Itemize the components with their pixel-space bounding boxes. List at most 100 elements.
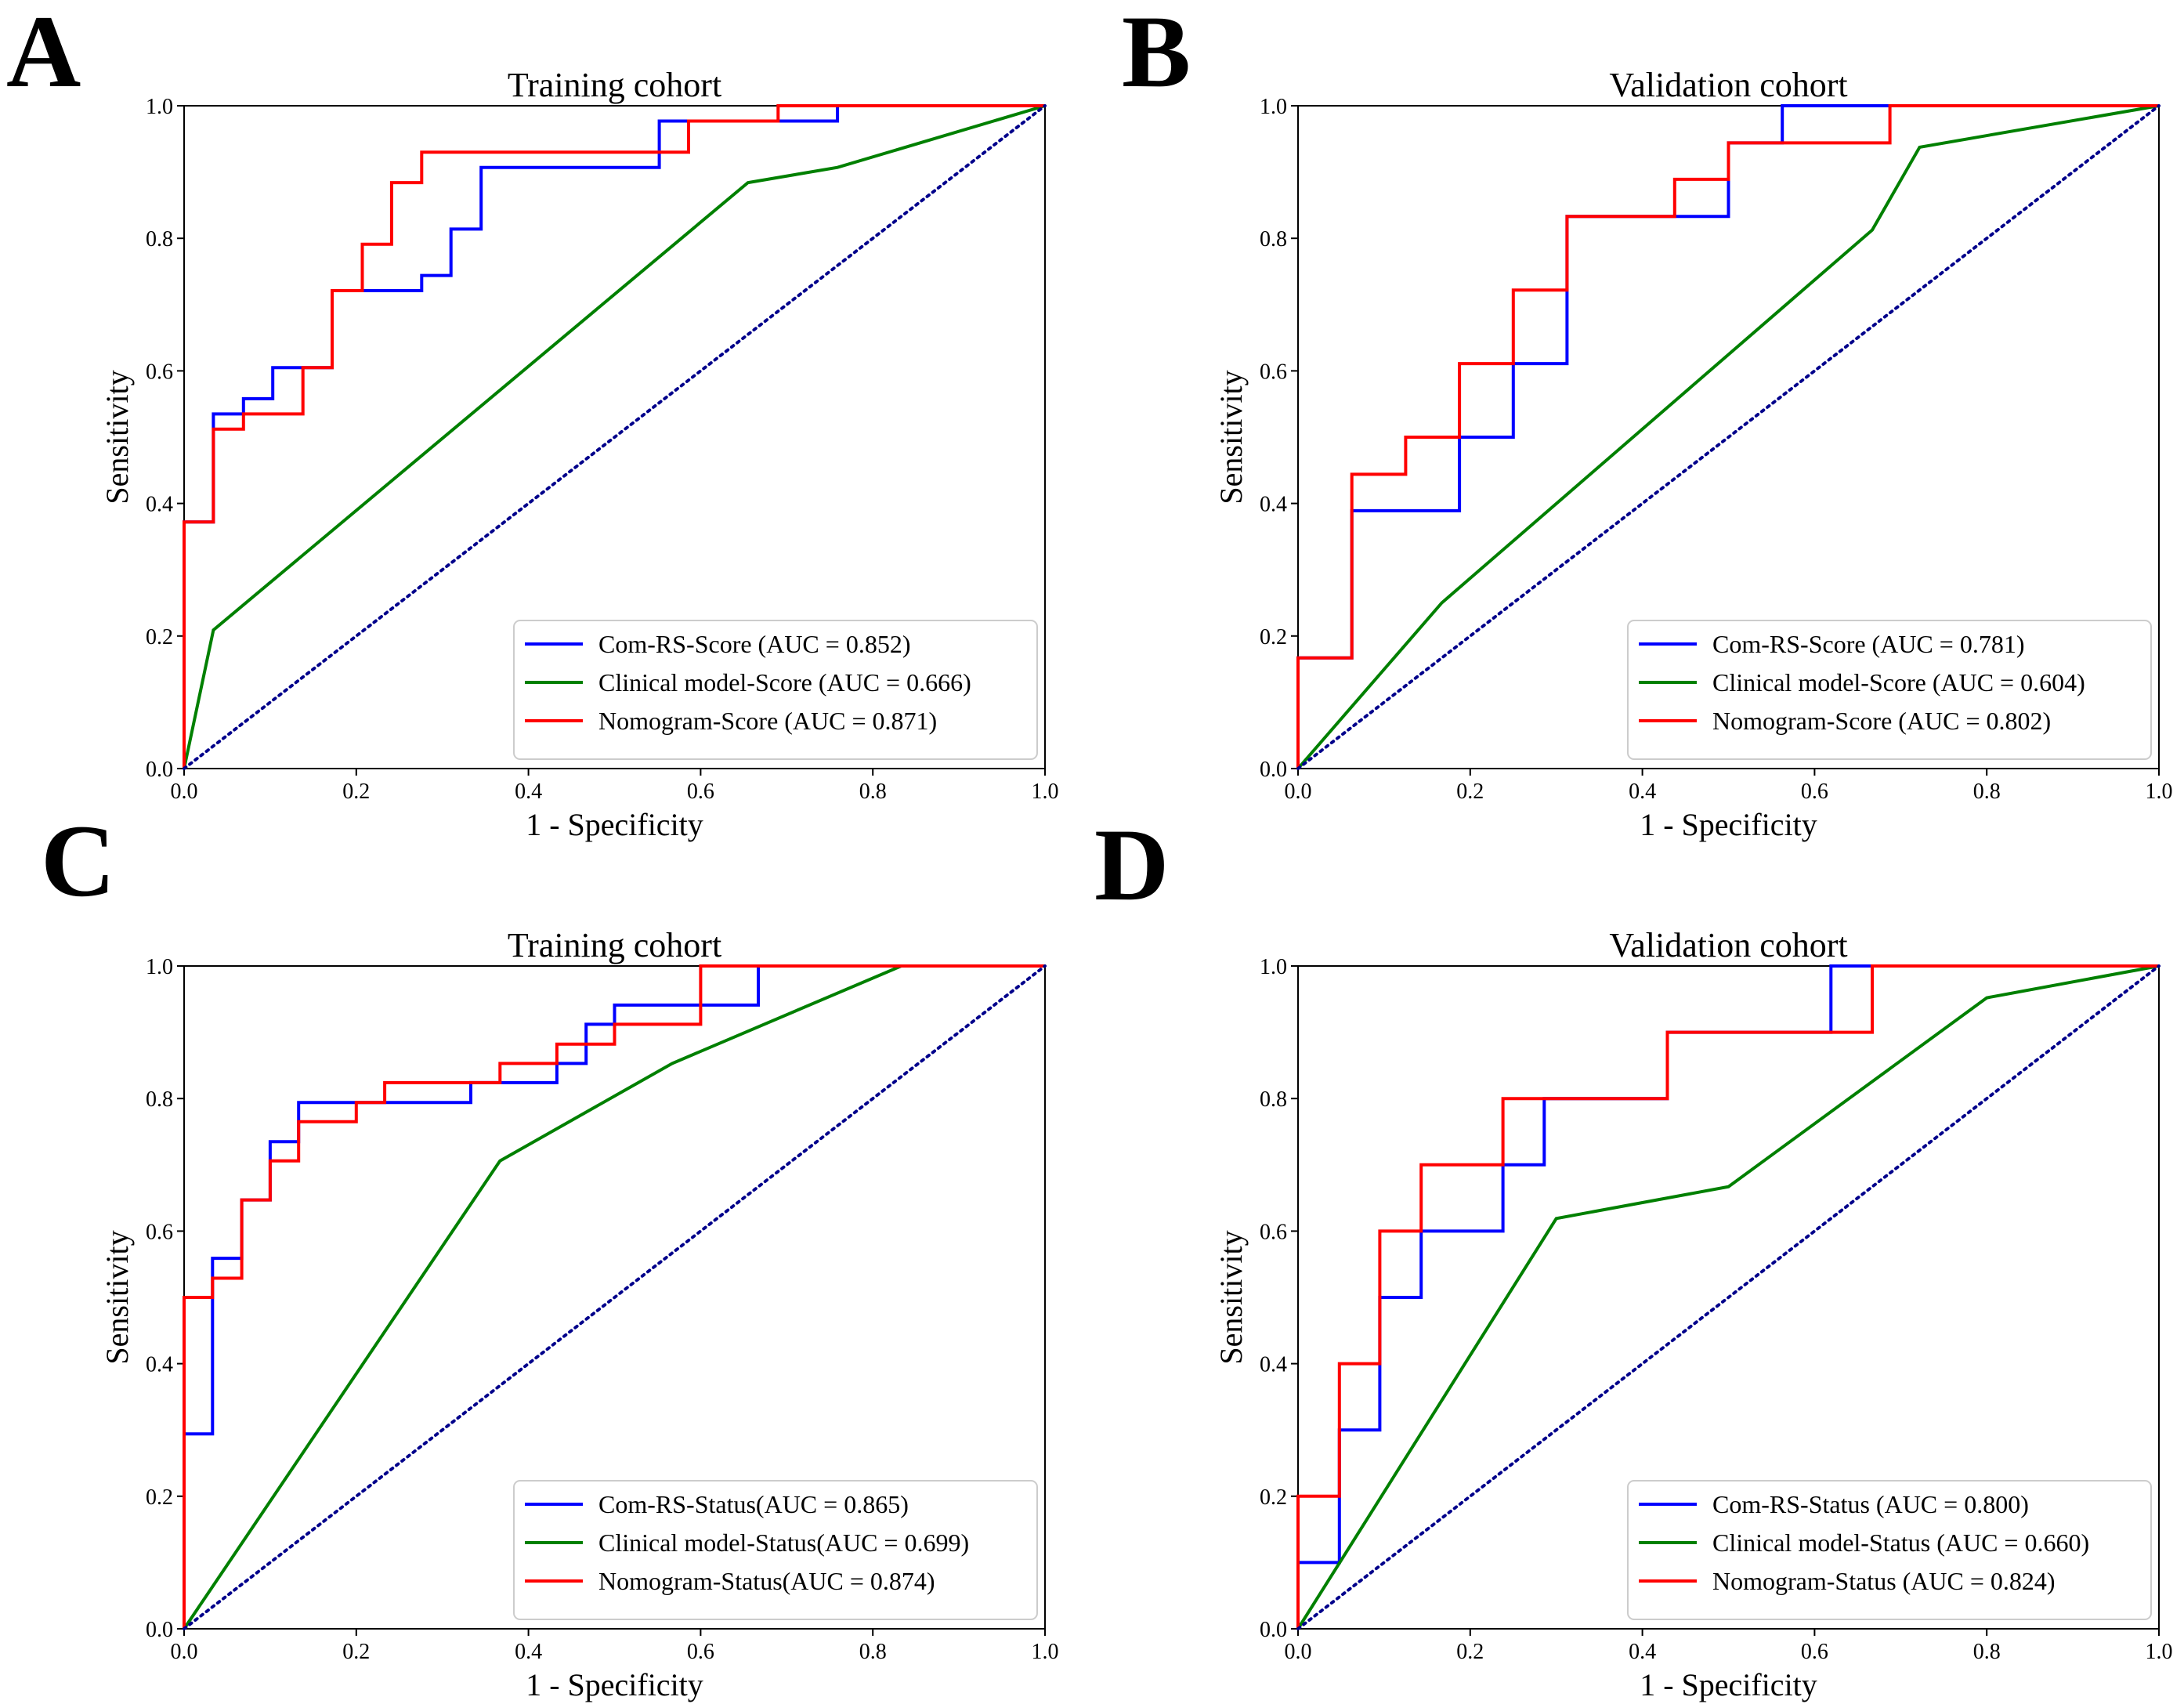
legend-entry: Nomogram-Score (AUC = 0.802) (1712, 707, 2051, 735)
chance-diagonal-line (1296, 104, 2160, 770)
plot-frame (183, 105, 1046, 769)
legend-entry: Clinical model-Score (AUC = 0.604) (1712, 668, 2085, 696)
x-axis-label: 1 - Specificity (526, 807, 703, 842)
x-tick-label: 0.2 (1456, 1640, 1484, 1664)
x-tick-label: 1.0 (1032, 780, 1059, 804)
panel-letter: A (6, 0, 81, 109)
legend-entry: Clinical model-Score (AUC = 0.666) (598, 668, 971, 696)
y-axis-label: Sensitivity (1213, 370, 1249, 504)
y-tick-label: 0.4 (1260, 1353, 1287, 1377)
y-tick-label: 0.8 (1260, 1087, 1287, 1112)
roc-curve-1 (183, 104, 1045, 769)
chart-title: Training cohort (508, 66, 721, 104)
panel-b: B Validation cohort 0.0 0.2 0.4 0.6 0.8 1.0 0.0 0… (1122, 0, 2173, 842)
legend-entry: Nomogram-Status (AUC = 0.824) (1712, 1567, 2056, 1595)
chance-diagonal-line (183, 964, 1047, 1630)
x-tick-label: 0.6 (1801, 780, 1828, 804)
x-tick-label: 0.8 (859, 1640, 887, 1664)
legend: Com-RS-Score (AUC = 0.852) Clinical model… (513, 620, 1038, 760)
y-tick-label: 0.8 (146, 1087, 173, 1112)
x-tick-label: 0.0 (171, 1640, 198, 1664)
x-tick-label: 0.8 (1973, 780, 2001, 804)
x-tick-label: 0.6 (687, 1640, 714, 1664)
y-tick-label: 0.0 (1260, 1618, 1287, 1642)
y-tick-label: 0.2 (1260, 625, 1287, 649)
legend: Com-RS-Score (AUC = 0.781) Clinical model… (1627, 620, 2152, 760)
y-tick-label: 0.2 (146, 625, 173, 649)
x-tick-label: 0.4 (1629, 1640, 1656, 1664)
x-axis-label: 1 - Specificity (1640, 1667, 1817, 1702)
plot-frame (1297, 105, 2160, 769)
y-tick-label: 0.0 (1260, 758, 1287, 782)
y-axis-label: Sensitivity (99, 370, 135, 504)
y-tick-label: 0.6 (1260, 1220, 1287, 1244)
legend-box (513, 1480, 1038, 1620)
chart-title: Validation cohort (1609, 66, 1847, 104)
roc-curve-3 (1296, 104, 2159, 769)
roc-curve-2 (1296, 964, 2160, 1630)
legend-entry: Com-RS-Status(AUC = 0.865) (598, 1490, 909, 1518)
y-tick-label: 0.8 (1260, 227, 1287, 251)
roc-curve-3 (183, 964, 1045, 1629)
y-axis-label: Sensitivity (99, 1230, 135, 1364)
legend-box (1627, 1480, 2152, 1620)
y-tick-label: 0.8 (146, 227, 173, 251)
x-axis-label: 1 - Specificity (1640, 807, 1817, 842)
y-tick-label: 0.4 (146, 1353, 173, 1377)
y-tick-label: 0.2 (146, 1485, 173, 1510)
panel-letter: B (1122, 0, 1191, 109)
legend-entry: Nomogram-Status(AUC = 0.874) (598, 1567, 935, 1595)
roc-curve-2 (1296, 104, 2160, 770)
chance-diagonal-line (183, 104, 1047, 770)
legend-box (1627, 620, 2152, 760)
panel-d: D Validation cohort 0.0 0.2 0.4 0.6 0.8 1.0 0.0 0… (1094, 807, 2173, 1702)
x-tick-label: 0.0 (171, 780, 198, 804)
roc-curve-1 (183, 964, 1045, 1629)
y-tick-label: 1.0 (146, 955, 173, 979)
x-tick-label: 0.8 (1973, 1640, 2001, 1664)
plot-frame (1297, 965, 2160, 1630)
x-tick-label: 1.0 (2146, 780, 2173, 804)
x-tick-label: 1.0 (1032, 1640, 1059, 1664)
legend-entry: Com-RS-Score (AUC = 0.781) (1712, 630, 2024, 658)
x-tick-label: 0.4 (1629, 780, 1656, 804)
x-tick-label: 0.4 (515, 780, 542, 804)
panel-letter: D (1094, 807, 1169, 922)
y-tick-label: 0.4 (1260, 493, 1287, 517)
chance-diagonal-line (1296, 964, 2160, 1630)
y-tick-label: 0.6 (146, 360, 173, 384)
y-tick-label: 0.4 (146, 493, 173, 517)
y-tick-label: 0.0 (146, 1618, 173, 1642)
y-tick-label: 0.2 (1260, 1485, 1287, 1510)
roc-curve-3 (183, 104, 1045, 769)
legend: Com-RS-Status (AUC = 0.800) Clinical mode… (1627, 1480, 2152, 1620)
y-axis-label: Sensitivity (1213, 1230, 1249, 1364)
x-tick-label: 0.2 (342, 780, 370, 804)
panel-a: A Training cohort 0.0 0.2 0.4 0.6 0.8 1.0 0.0 0.2… (6, 0, 1059, 842)
legend-box (513, 620, 1038, 760)
chart-title: Training cohort (508, 926, 721, 964)
panel-letter: C (41, 803, 115, 918)
roc-curve-3 (1296, 964, 2159, 1629)
x-tick-label: 0.2 (342, 1640, 370, 1664)
x-axis-label: 1 - Specificity (526, 1667, 703, 1702)
panel-c: C Training cohort 0.0 0.2 0.4 0.6 0.8 1.0 0.0 0.2… (41, 803, 1059, 1702)
y-tick-label: 0.6 (1260, 360, 1287, 384)
x-tick-label: 0.2 (1456, 780, 1484, 804)
chart-title: Validation cohort (1609, 926, 1847, 964)
y-tick-label: 0.6 (146, 1220, 173, 1244)
x-tick-label: 0.6 (1801, 1640, 1828, 1664)
x-tick-label: 0.0 (1285, 780, 1312, 804)
roc-curve-2 (183, 104, 1046, 769)
y-tick-label: 1.0 (1260, 95, 1287, 119)
legend-entry: Clinical model-Status(AUC = 0.699) (598, 1529, 969, 1557)
x-tick-label: 0.4 (515, 1640, 542, 1664)
y-tick-label: 1.0 (146, 95, 173, 119)
legend: Com-RS-Status(AUC = 0.865) Clinical model… (513, 1480, 1038, 1620)
legend-entry: Com-RS-Score (AUC = 0.852) (598, 630, 910, 658)
y-tick-label: 1.0 (1260, 955, 1287, 979)
y-tick-label: 0.0 (146, 758, 173, 782)
x-tick-label: 0.8 (859, 780, 887, 804)
legend-entry: Com-RS-Status (AUC = 0.800) (1712, 1490, 2029, 1518)
